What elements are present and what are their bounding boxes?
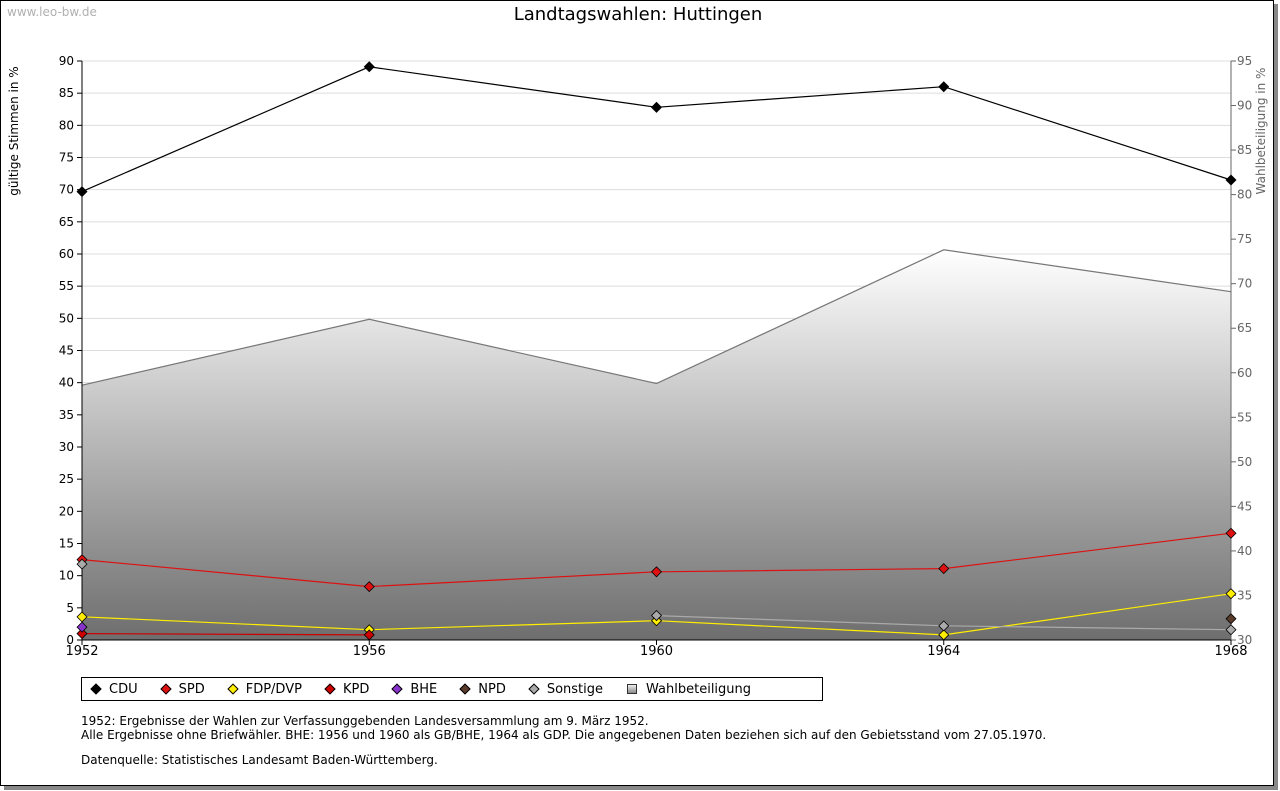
y-tick-label-right: 75	[1237, 232, 1252, 246]
y-tick-label-right: 45	[1237, 499, 1252, 513]
legend-label: Sonstige	[546, 681, 604, 697]
legend-item-npd: NPD	[459, 681, 506, 697]
y-tick-label-left: 40	[59, 376, 74, 390]
line-kpd	[81, 632, 370, 636]
x-tick-label: 1952	[65, 644, 98, 659]
area-wahlbeteiligung	[82, 249, 1231, 641]
y-tick-label-left: 20	[59, 504, 74, 518]
legend-marker-icon	[627, 684, 638, 694]
y-tick-label-right: 65	[1237, 321, 1252, 335]
note-line-1: 1952: Ergebnisse der Wahlen zur Verfassu…	[81, 714, 649, 728]
point-spd	[938, 563, 950, 575]
legend-item-cdu: CDU	[90, 681, 138, 697]
point-cdu	[76, 186, 88, 198]
legend-label: NPD	[478, 681, 506, 697]
y-tick-label-right: 50	[1237, 455, 1252, 469]
x-tick-label: 1960	[640, 644, 673, 659]
point-sonstige	[76, 558, 88, 570]
legend-item-sonstige: Sonstige	[528, 681, 604, 697]
chart-title: Landtagswahlen: Huttingen	[513, 4, 763, 25]
point-cdu	[363, 61, 375, 73]
x-tick-label: 1956	[353, 644, 386, 659]
point-fdp-dvp	[76, 611, 88, 623]
legend-item-spd: SPD	[159, 681, 205, 697]
y-tick-label-right: 90	[1237, 99, 1252, 113]
y-tick-label-left: 65	[59, 215, 74, 229]
legend-marker-icon	[227, 683, 239, 695]
legend-label: SPD	[178, 681, 205, 697]
line-cdu	[81, 66, 1232, 193]
y-tick-label-left: 0	[66, 633, 74, 647]
note-line-2: Alle Ergebnisse ohne Briefwähler. BHE: 1…	[81, 728, 1047, 742]
point-kpd	[76, 628, 88, 640]
y-tick-label-right: 40	[1237, 544, 1252, 558]
point-spd	[1225, 527, 1237, 539]
y-tick-label-right: 35	[1237, 588, 1252, 602]
point-sonstige	[650, 610, 663, 622]
y-tick-label-left: 75	[59, 151, 74, 165]
chart-notes: 1952: Ergebnisse der Wahlen zur Verfassu…	[81, 714, 1046, 742]
y-tick-label-left: 80	[59, 118, 74, 132]
legend-label: CDU	[109, 681, 138, 697]
legend-marker-icon	[528, 683, 540, 695]
y-tick-label-left: 90	[59, 54, 74, 68]
legend-label: FDP/DVP	[245, 681, 302, 697]
point-kpd	[363, 629, 375, 641]
data-source: Datenquelle: Statistisches Landesamt Bad…	[81, 753, 438, 767]
y-tick-label-left: 10	[59, 569, 74, 583]
point-sonstige	[938, 620, 950, 632]
x-tick-label: 1964	[927, 644, 960, 659]
legend-item-bhe: BHE	[391, 681, 438, 697]
x-tick-label: 1968	[1214, 644, 1247, 659]
point-bhe	[76, 621, 88, 633]
point-spd	[363, 581, 375, 593]
legend-marker-icon	[459, 683, 471, 695]
y-tick-label-right: 95	[1237, 54, 1252, 68]
y-tick-label-right: 55	[1237, 410, 1252, 424]
y-tick-label-right: 85	[1237, 143, 1252, 157]
legend-label: Wahlbeteiligung	[646, 681, 752, 697]
y-tick-label-left: 85	[59, 86, 74, 100]
y-tick-label-left: 50	[59, 311, 74, 325]
y-tick-label-left: 45	[59, 344, 74, 358]
point-cdu	[650, 101, 663, 113]
y-tick-label-right: 70	[1237, 277, 1252, 291]
y-tick-label-left: 35	[59, 408, 74, 422]
point-npd	[1225, 613, 1237, 625]
y-tick-label-left: 70	[59, 183, 74, 197]
legend-item-kpd: KPD	[324, 681, 370, 697]
line-wahlbeteiligung	[81, 249, 1232, 386]
chart-plot: 0 5 10 15 20 25 30 35 40 45 50 55 60 65 70 75 80 85 90 30 35…	[59, 54, 1253, 659]
legend-label: KPD	[342, 681, 370, 697]
point-cdu	[1225, 174, 1237, 186]
point-spd	[650, 566, 663, 578]
point-fdp-dvp	[1225, 588, 1237, 600]
point-fdp-dvp	[938, 629, 950, 641]
y-tick-label-left: 5	[66, 601, 74, 615]
y-tick-label-left: 55	[59, 279, 74, 293]
y-tick-label-left: 60	[59, 247, 74, 261]
y-tick-label-right: 80	[1237, 188, 1252, 202]
legend-marker-icon	[90, 683, 102, 695]
y-tick-label-left: 30	[59, 440, 74, 454]
y-tick-label-left: 25	[59, 472, 74, 486]
point-sonstige	[1225, 624, 1237, 636]
legend-marker-icon	[324, 683, 336, 695]
y-tick-label-right: 60	[1237, 366, 1252, 380]
legend-item-fdp-dvp: FDP/DVP	[227, 681, 302, 697]
point-cdu	[938, 81, 950, 93]
watermark: www.leo-bw.de	[7, 5, 97, 19]
legend-marker-icon	[391, 683, 403, 695]
legend-item-wahlbeteiligung: Wahlbeteiligung	[627, 682, 751, 697]
legend-label: BHE	[410, 681, 438, 697]
y-tick-label-left: 15	[59, 537, 74, 551]
chart-legend: CDU SPD FDP/DVP KPD BHE NPD Sonstige Wahlbeteil…	[81, 677, 823, 701]
legend-marker-icon	[159, 683, 172, 695]
y-tick-label-right: 30	[1237, 633, 1252, 647]
